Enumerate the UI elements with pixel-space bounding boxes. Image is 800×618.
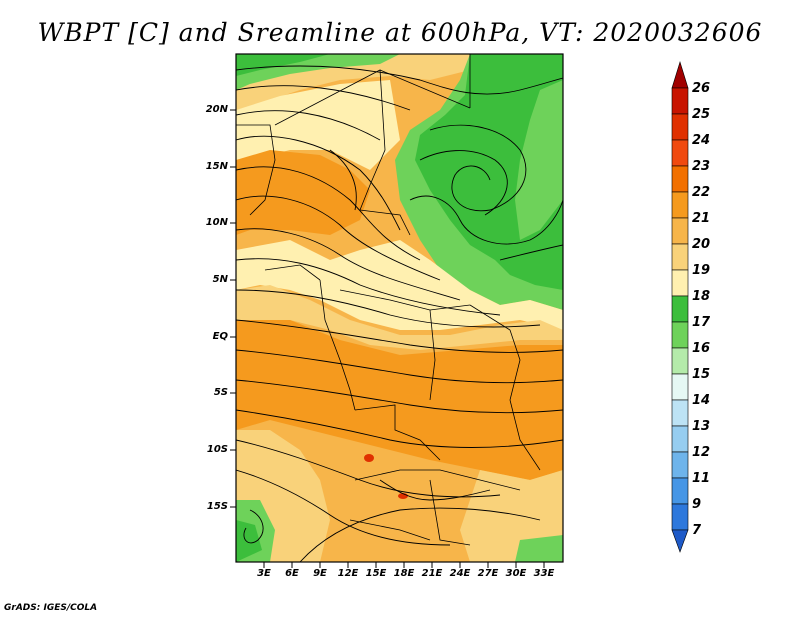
- lat-label: 5N: [212, 274, 228, 285]
- field-yellow-band: [236, 285, 563, 350]
- credit-text: GrADS: IGES/COLA: [4, 603, 98, 613]
- colorbar-label: 19: [692, 263, 711, 278]
- axis-ticks: [230, 109, 545, 568]
- colorbar-segment: [671, 477, 689, 505]
- colorbar-label: 7: [692, 523, 702, 538]
- lon-label: 6E: [285, 568, 299, 579]
- colorbar: [671, 60, 689, 553]
- lon-label: 9E: [313, 568, 327, 579]
- lat-label: 5S: [213, 387, 228, 398]
- colorbar-label: 14: [692, 393, 711, 408]
- colorbar-segment: [671, 87, 689, 115]
- field-red-spot: [364, 454, 374, 462]
- field-darkgreen-southwest: [236, 520, 262, 562]
- field-lightyellow-north: [236, 80, 400, 170]
- lat-label: EQ: [212, 331, 228, 342]
- colorbar-segment: [671, 399, 689, 427]
- colorbar-segment: [671, 139, 689, 167]
- colorbar-segment: [671, 113, 689, 141]
- colorbar-label: 11: [692, 471, 711, 486]
- lat-label: 20N: [205, 104, 228, 115]
- colorbar-segment: [671, 217, 689, 245]
- field-lightyellow-band: [236, 240, 563, 330]
- lon-label: 24E: [449, 568, 471, 579]
- colorbar-label: 17: [692, 315, 711, 330]
- field-darkgreen-northwest: [236, 54, 330, 76]
- colorbar-label: 22: [692, 185, 711, 200]
- country-borders: [236, 54, 541, 546]
- lon-label: 3E: [257, 568, 271, 579]
- colorbar-label: 16: [692, 341, 711, 356]
- colorbar-label: 9: [692, 497, 702, 512]
- lat-label: 10S: [206, 444, 228, 455]
- colorbar-label: 25: [692, 107, 711, 122]
- colorbar-label: 15: [692, 367, 711, 382]
- colorbar-label: 21: [692, 211, 711, 226]
- colorbar-segment: [671, 165, 689, 193]
- wbpt-field: [236, 54, 563, 562]
- colorbar-label: 18: [692, 289, 711, 304]
- lat-label: 15S: [206, 501, 228, 512]
- lon-label: 30E: [505, 568, 527, 579]
- colorbar-label: 20: [692, 237, 711, 252]
- colorbar-segment: [671, 503, 689, 531]
- colorbar-label: 24: [692, 133, 711, 148]
- streamlines: [236, 65, 563, 562]
- colorbar-label: 13: [692, 419, 711, 434]
- field-orange-west: [236, 150, 370, 235]
- lon-label: 15E: [365, 568, 387, 579]
- colorbar-segment: [671, 347, 689, 375]
- lon-label: 33E: [533, 568, 555, 579]
- colorbar-segment: [671, 269, 689, 297]
- colorbar-arrow-bottom: [671, 529, 689, 553]
- colorbar-segment: [671, 243, 689, 271]
- map-title: WBPT [C] and Sreamline at 600hPa, VT: 20…: [37, 18, 763, 47]
- colorbar-segment: [671, 451, 689, 479]
- colorbar-label: 26: [692, 81, 711, 96]
- lon-label: 27E: [477, 568, 499, 579]
- colorbar-label: 23: [692, 159, 711, 174]
- colorbar-segment: [671, 295, 689, 323]
- lon-label: 18E: [393, 568, 415, 579]
- colorbar-segment: [671, 321, 689, 349]
- field-green-east-inner: [515, 80, 563, 240]
- lat-label: 10N: [205, 217, 228, 228]
- colorbar-segment: [671, 191, 689, 219]
- lon-label: 12E: [337, 568, 359, 579]
- colorbar-segment: [671, 425, 689, 453]
- map-frame: [235, 53, 564, 563]
- colorbar-arrow-top: [671, 60, 689, 89]
- lat-label: 15N: [205, 161, 228, 172]
- colorbar-segment: [671, 373, 689, 401]
- lon-label: 21E: [421, 568, 443, 579]
- colorbar-label: 12: [692, 445, 711, 460]
- field-green-southeast: [515, 535, 563, 562]
